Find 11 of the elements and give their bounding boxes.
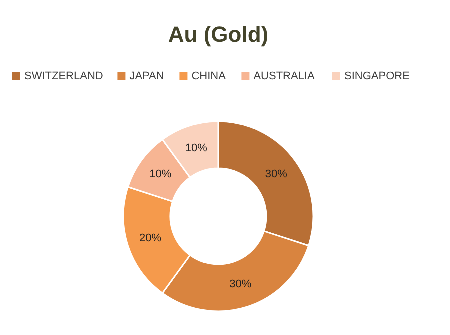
legend-label: CHINA bbox=[192, 70, 227, 82]
data-label: 30% bbox=[265, 168, 288, 180]
legend-label: JAPAN bbox=[130, 70, 164, 82]
data-label: 10% bbox=[150, 168, 172, 180]
data-label: 10% bbox=[185, 142, 208, 154]
data-label: 20% bbox=[139, 232, 162, 245]
legend-label: AUSTRALIA bbox=[254, 70, 316, 82]
legend-label: SWITZERLAND bbox=[24, 70, 104, 82]
chart-title: Au (Gold) bbox=[168, 22, 269, 47]
data-label: 30% bbox=[230, 278, 252, 290]
legend-label: SINGAPORE bbox=[344, 70, 410, 82]
